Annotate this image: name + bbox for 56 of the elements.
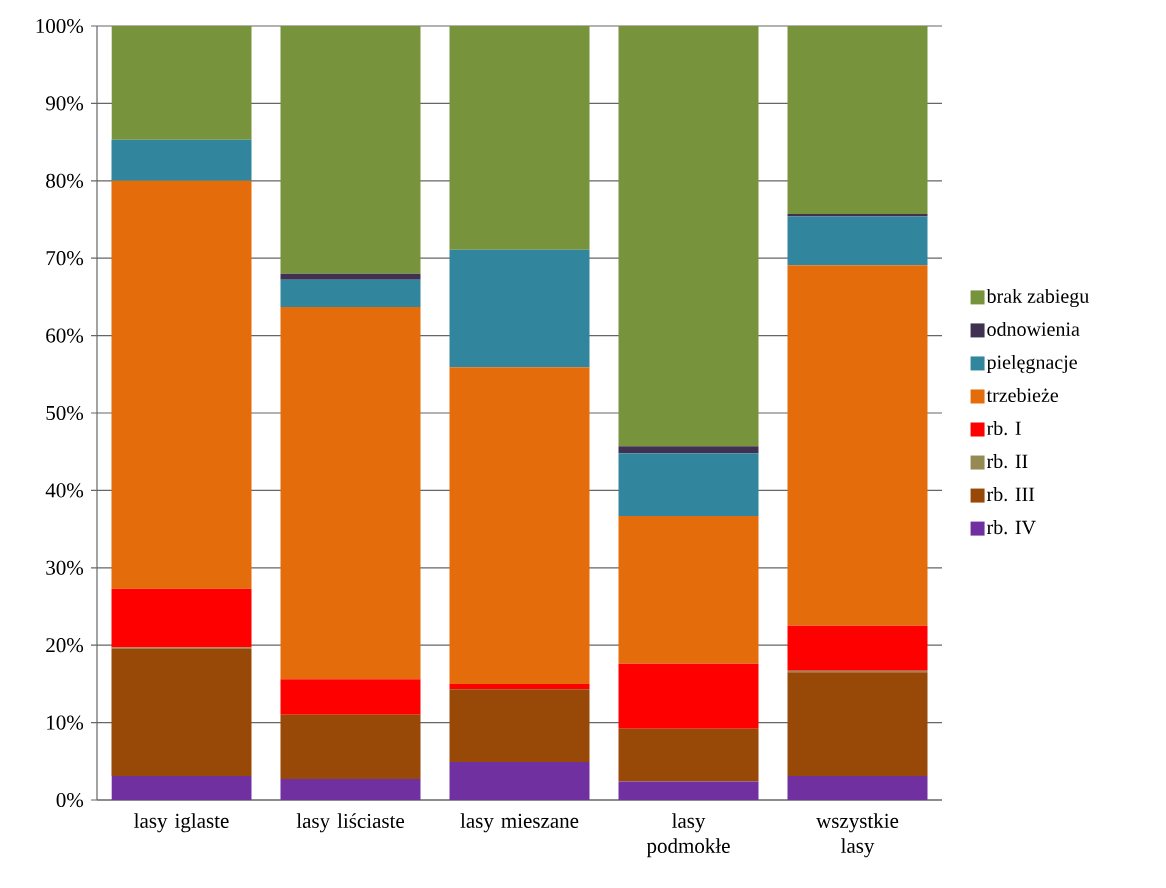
bar	[449, 762, 590, 800]
bar	[449, 683, 590, 690]
y-tick-label: 0%	[56, 792, 84, 808]
bar	[280, 273, 421, 280]
bar	[111, 180, 252, 589]
bar	[618, 781, 759, 800]
y-tick-label: 20%	[46, 638, 84, 653]
y-tick-label: 60%	[46, 328, 84, 343]
bar	[111, 588, 252, 648]
y-tick-label: 80%	[46, 173, 84, 188]
x-tick-label: lasy podmokłe	[646, 813, 730, 858]
bar	[280, 714, 421, 780]
y-tick-label: 50%	[46, 405, 84, 421]
y-tick-label: 100%	[36, 18, 84, 34]
y-tick-label: 40%	[45, 483, 84, 498]
y-tick-label: 90%	[45, 96, 84, 111]
x-tick-label: lasy iglaste	[134, 813, 229, 833]
bar	[787, 672, 928, 777]
bar	[787, 25, 928, 215]
legend-label: odnowienia	[987, 321, 1080, 336]
bar	[618, 446, 759, 454]
bar	[280, 279, 421, 307]
legend-label: brak zabiegu	[986, 288, 1089, 308]
legend-label: trzebieże	[986, 387, 1059, 403]
bar	[111, 25, 252, 140]
bar	[280, 779, 421, 800]
bar	[787, 625, 928, 671]
bar	[449, 249, 590, 368]
legend-label: rb. I	[986, 420, 1021, 436]
y-tick-label: 30%	[46, 560, 84, 575]
bar	[111, 649, 252, 777]
x-tick-label: lasy liściaste	[296, 813, 405, 833]
bar	[618, 25, 759, 447]
bar	[449, 25, 590, 250]
bar	[280, 679, 421, 715]
legend-label: pielęgnacje	[986, 354, 1077, 374]
bar	[618, 728, 759, 782]
legend-label: rb. II	[986, 454, 1028, 469]
bar	[280, 25, 421, 274]
x-tick-label: wszystkie lasy	[816, 813, 899, 858]
legend-label: rb. IV	[986, 520, 1036, 535]
bar	[787, 776, 928, 800]
bar	[111, 139, 252, 181]
x-tick-label: lasy mieszane	[460, 813, 579, 833]
legend-label: rb. III	[986, 487, 1035, 502]
bar	[111, 776, 252, 800]
bar	[787, 265, 928, 626]
y-tick-label: 70%	[46, 251, 84, 266]
bar	[618, 515, 759, 664]
bar	[449, 367, 590, 684]
y-tick-label: 10%	[47, 715, 84, 730]
bar	[449, 689, 590, 763]
bar	[787, 216, 928, 266]
bar	[618, 663, 759, 729]
bar	[280, 306, 421, 680]
bar	[618, 453, 759, 516]
